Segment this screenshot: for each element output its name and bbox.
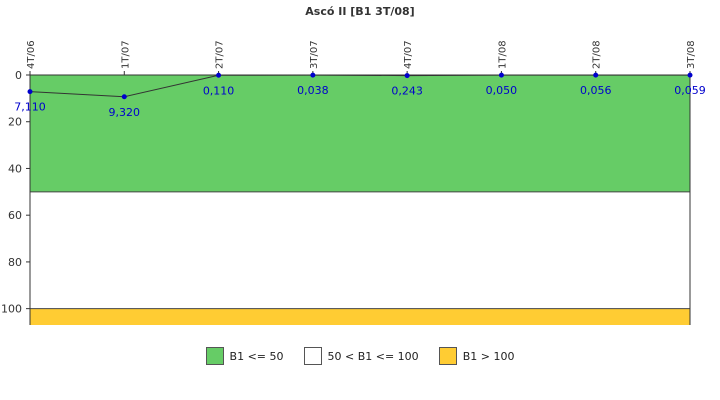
y-tick-label: 0 — [15, 69, 22, 82]
legend-swatch — [303, 347, 322, 365]
x-tick-label: 2T/08 — [592, 40, 603, 69]
legend-label: B1 <= 50 — [229, 349, 284, 363]
y-tick-label: 80 — [8, 256, 22, 269]
labels-layer: 7,110 9,320 0,110 0,038 0,243 0,050 0,056 0,059 — [14, 84, 706, 119]
series-line — [29, 74, 691, 98]
data-point — [498, 72, 504, 78]
legend-item-0: B1 <= 50 — [205, 347, 284, 365]
data-label: 0,050 — [486, 84, 518, 97]
legend-item-1: 50 < B1 <= 100 — [303, 347, 419, 365]
data-label: 7,110 — [14, 101, 46, 114]
x-tick-label: 3T/07 — [309, 40, 320, 69]
legend-label: 50 < B1 <= 100 — [327, 349, 419, 363]
chart-legend: B1 <= 50 50 < B1 <= 100 B1 > 100 — [0, 345, 720, 367]
y-tick-label: 40 — [8, 162, 22, 175]
data-label: 0,056 — [580, 84, 612, 97]
bands-layer — [30, 75, 690, 325]
data-label: 0,059 — [674, 84, 706, 97]
legend-item-2: B1 > 100 — [438, 347, 515, 365]
x-tick-label: 4T/06 — [26, 40, 37, 69]
band-0 — [30, 75, 690, 192]
x-tick-label: 2T/07 — [215, 40, 226, 69]
data-point — [593, 72, 599, 78]
y-tick-label: 20 — [8, 116, 22, 129]
x-tick-label: 1T/07 — [120, 40, 131, 69]
data-point — [216, 72, 222, 78]
legend-swatch — [205, 347, 224, 365]
data-point — [404, 73, 410, 79]
y-tick-label: 100 — [1, 303, 22, 316]
data-label: 9,320 — [109, 106, 141, 119]
data-label: 0,038 — [297, 84, 329, 97]
legend-label: B1 > 100 — [462, 349, 515, 363]
series-layer — [27, 72, 693, 100]
data-point — [310, 72, 316, 78]
data-label: 0,110 — [203, 84, 235, 97]
x-tick-label: 3T/08 — [686, 40, 697, 69]
data-point — [27, 89, 33, 95]
band-2 — [30, 308, 690, 325]
band-1 — [30, 191, 690, 309]
chart-title: Ascó II [B1 3T/08] — [305, 5, 414, 18]
x-tick-label: 1T/08 — [497, 40, 508, 69]
data-point — [687, 72, 693, 78]
data-label: 0,243 — [391, 85, 423, 98]
data-point — [121, 94, 127, 100]
legend-swatch — [438, 347, 457, 365]
y-tick-label: 60 — [8, 209, 22, 222]
x-tick-label: 4T/07 — [403, 40, 414, 69]
